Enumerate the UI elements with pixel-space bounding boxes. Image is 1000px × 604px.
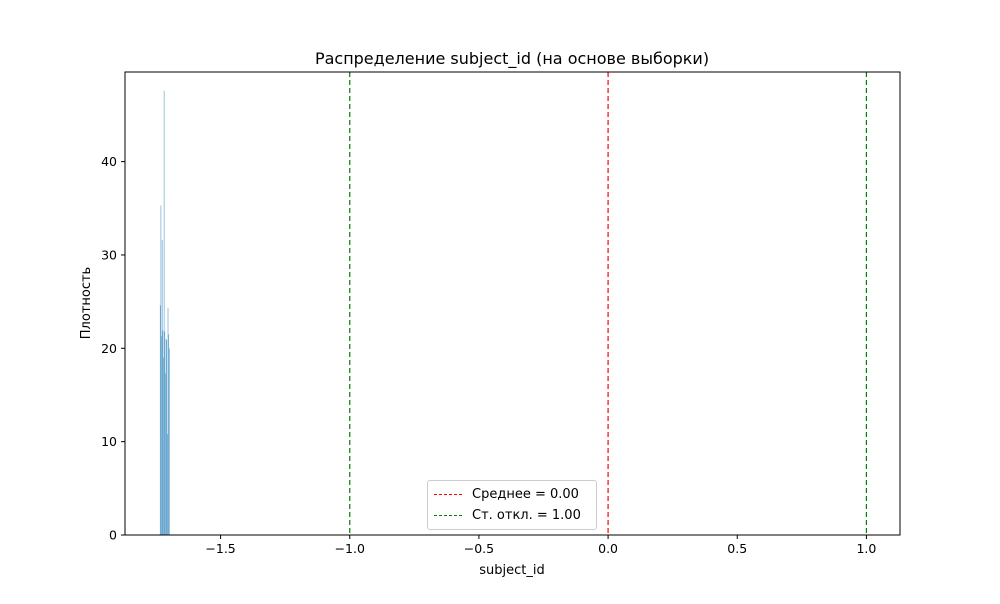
histogram-bar xyxy=(161,336,162,535)
y-tick-label: 10 xyxy=(101,434,117,449)
x-tick-label: −1.5 xyxy=(205,541,235,556)
histogram-bar xyxy=(168,348,170,535)
chart-legend: Среднее = 0.00 Ст. откл. = 1.00 xyxy=(427,480,597,530)
chart-title: Распределение subject_id (на основе выбо… xyxy=(315,49,709,69)
legend-label-mean: Среднее = 0.00 xyxy=(472,486,579,502)
histogram-bar xyxy=(164,331,166,535)
plot-area xyxy=(125,72,900,535)
histogram-bar xyxy=(166,339,168,535)
x-tick-label: 0.0 xyxy=(598,541,618,556)
x-tick-label: 0.5 xyxy=(727,541,747,556)
histogram-bar xyxy=(167,308,169,535)
plot-frame xyxy=(124,71,901,536)
histogram-bar xyxy=(160,205,162,535)
histogram-bar xyxy=(162,330,164,535)
legend-item-mean: Среднее = 0.00 xyxy=(434,485,579,503)
legend-label-std: Ст. откл. = 1.00 xyxy=(472,507,581,523)
histogram-bar xyxy=(161,240,163,535)
y-axis-ticks: 0 10 20 30 40 xyxy=(101,154,125,543)
histogram-bar xyxy=(159,305,161,535)
legend-swatch-std xyxy=(434,514,462,516)
histogram-bar xyxy=(163,90,165,535)
x-tick-label: 1.0 xyxy=(856,541,876,556)
histogram-bars xyxy=(159,90,170,535)
histogram-bar xyxy=(168,334,169,535)
x-axis-label: subject_id xyxy=(479,563,544,578)
reference-lines xyxy=(349,72,868,535)
histogram-bar xyxy=(165,338,167,535)
histogram-bar xyxy=(163,357,164,535)
y-tick-label: 40 xyxy=(101,154,117,169)
x-tick-label: −0.5 xyxy=(464,541,494,556)
legend-swatch-mean xyxy=(434,493,462,495)
legend-item-std: Ст. откл. = 1.00 xyxy=(434,506,581,524)
y-tick-label: 30 xyxy=(101,247,117,262)
histogram-bar xyxy=(165,373,166,535)
x-tick-label: −1.0 xyxy=(335,541,365,556)
y-tick-label: 0 xyxy=(109,528,117,543)
y-tick-label: 20 xyxy=(101,341,117,356)
histogram-bar xyxy=(167,434,168,535)
x-axis-ticks: −1.5 −1.0 −0.5 0.0 0.5 1.0 xyxy=(205,535,876,556)
y-axis-label: Плотность xyxy=(79,267,94,339)
